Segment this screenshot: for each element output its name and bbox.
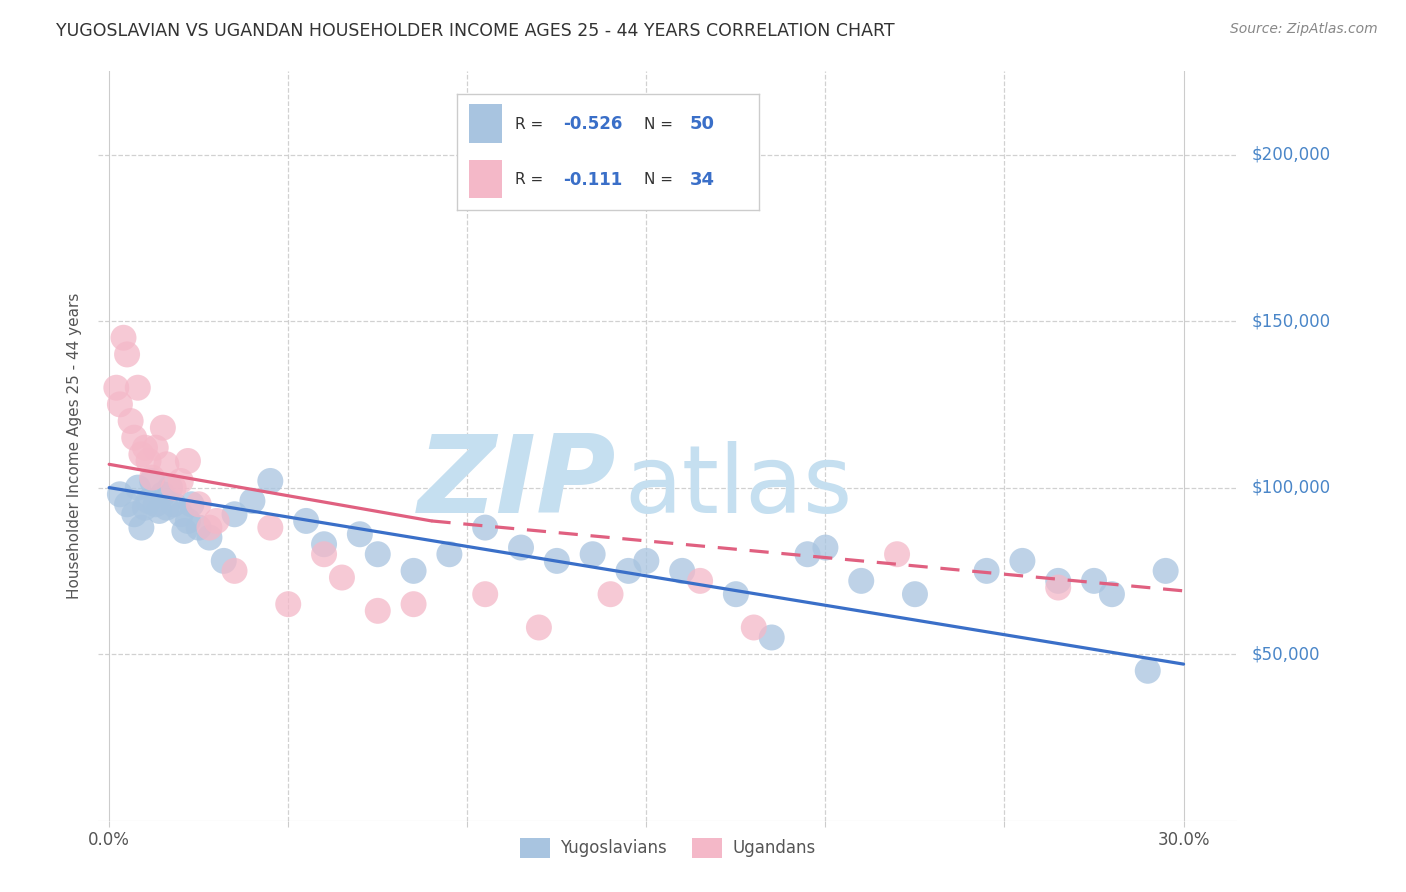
- Point: [582, 547, 605, 561]
- Point: [152, 420, 174, 434]
- Point: [796, 547, 818, 561]
- Text: $150,000: $150,000: [1251, 312, 1330, 330]
- Point: [349, 527, 371, 541]
- Point: [180, 497, 202, 511]
- Point: [1047, 581, 1070, 595]
- Point: [259, 474, 281, 488]
- Point: [886, 547, 908, 561]
- Point: [162, 481, 184, 495]
- Point: [145, 497, 167, 511]
- Point: [474, 520, 496, 534]
- Text: Source: ZipAtlas.com: Source: ZipAtlas.com: [1230, 22, 1378, 37]
- Point: [599, 587, 621, 601]
- Point: [402, 564, 425, 578]
- Point: [1011, 554, 1033, 568]
- Point: [141, 470, 163, 484]
- Point: [724, 587, 747, 601]
- Point: [367, 604, 389, 618]
- Point: [312, 547, 335, 561]
- Point: [617, 564, 640, 578]
- Point: [814, 541, 837, 555]
- Point: [170, 474, 193, 488]
- Point: [105, 381, 128, 395]
- Point: [742, 620, 765, 634]
- Point: [108, 397, 131, 411]
- Point: [242, 494, 264, 508]
- Point: [187, 497, 209, 511]
- Point: [112, 331, 135, 345]
- Y-axis label: Householder Income Ages 25 - 44 years: Householder Income Ages 25 - 44 years: [67, 293, 83, 599]
- Point: [1047, 574, 1070, 588]
- Point: [212, 554, 235, 568]
- Point: [148, 504, 170, 518]
- Text: ZIP: ZIP: [418, 431, 617, 536]
- Point: [224, 564, 246, 578]
- Point: [312, 537, 335, 551]
- Point: [198, 520, 221, 534]
- Point: [177, 514, 200, 528]
- Point: [546, 554, 568, 568]
- Point: [141, 474, 163, 488]
- Point: [134, 441, 156, 455]
- Point: [127, 481, 149, 495]
- Point: [689, 574, 711, 588]
- Point: [259, 520, 281, 534]
- Point: [1083, 574, 1105, 588]
- Point: [205, 514, 228, 528]
- Point: [177, 454, 200, 468]
- Text: YUGOSLAVIAN VS UGANDAN HOUSEHOLDER INCOME AGES 25 - 44 YEARS CORRELATION CHART: YUGOSLAVIAN VS UGANDAN HOUSEHOLDER INCOM…: [56, 22, 894, 40]
- Point: [277, 597, 299, 611]
- Point: [527, 620, 550, 634]
- Point: [127, 381, 149, 395]
- Point: [131, 447, 153, 461]
- Point: [510, 541, 533, 555]
- Point: [145, 441, 167, 455]
- Point: [198, 531, 221, 545]
- Text: $50,000: $50,000: [1251, 645, 1320, 663]
- Legend: Yugoslavians, Ugandans: Yugoslavians, Ugandans: [513, 831, 823, 864]
- Point: [1101, 587, 1123, 601]
- Point: [108, 487, 131, 501]
- Text: atlas: atlas: [624, 442, 853, 533]
- Point: [138, 494, 160, 508]
- Point: [115, 347, 138, 361]
- Point: [122, 508, 145, 522]
- Point: [330, 570, 353, 584]
- Point: [187, 520, 209, 534]
- Point: [851, 574, 873, 588]
- Text: $200,000: $200,000: [1251, 145, 1330, 163]
- Point: [402, 597, 425, 611]
- Point: [976, 564, 998, 578]
- Point: [224, 508, 246, 522]
- Point: [474, 587, 496, 601]
- Point: [155, 458, 177, 472]
- Point: [636, 554, 658, 568]
- Text: $100,000: $100,000: [1251, 479, 1330, 497]
- Point: [155, 500, 177, 515]
- Point: [122, 431, 145, 445]
- Point: [115, 497, 138, 511]
- Point: [904, 587, 927, 601]
- Point: [162, 497, 184, 511]
- Point: [367, 547, 389, 561]
- Point: [159, 481, 181, 495]
- Point: [120, 414, 142, 428]
- Point: [173, 524, 195, 538]
- Point: [134, 500, 156, 515]
- Point: [1136, 664, 1159, 678]
- Point: [295, 514, 318, 528]
- Point: [761, 631, 783, 645]
- Point: [170, 508, 193, 522]
- Point: [671, 564, 693, 578]
- Point: [138, 454, 160, 468]
- Point: [1154, 564, 1177, 578]
- Point: [152, 487, 174, 501]
- Point: [131, 520, 153, 534]
- Point: [439, 547, 461, 561]
